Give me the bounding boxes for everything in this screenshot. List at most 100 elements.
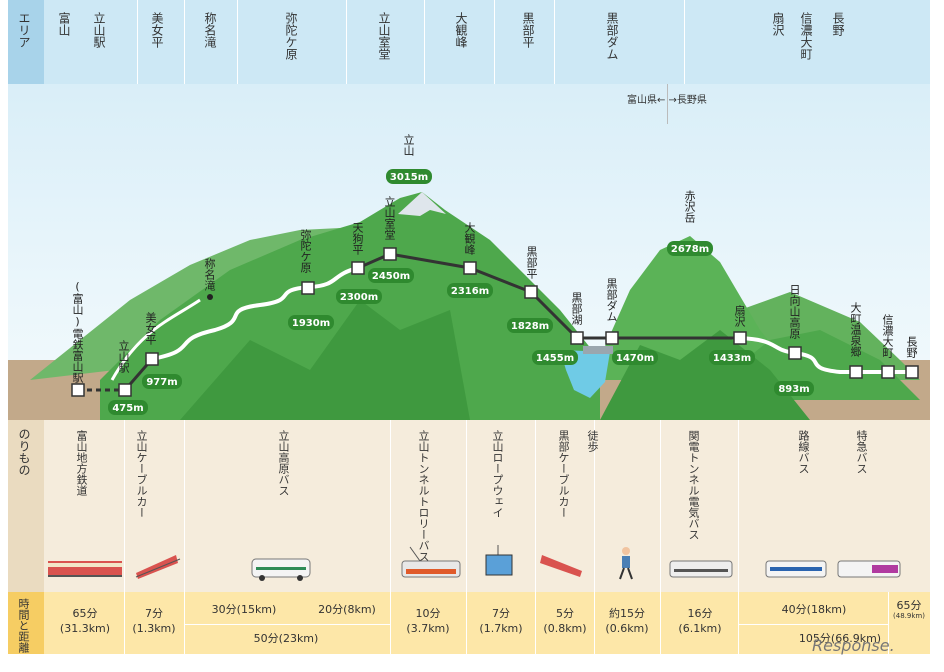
station-bijodaira-marker xyxy=(145,352,159,366)
elev-murodo: 2450m xyxy=(372,271,410,282)
elev-daikanbo: 2316m xyxy=(451,286,489,297)
area-murodo: 立山室堂 xyxy=(377,12,391,60)
express-bus-icon xyxy=(837,560,901,578)
vehicle-electric-bus: 関電トンネル電気バス xyxy=(687,430,700,540)
dist-kurobe-cable: (0.8km) xyxy=(543,622,587,635)
dist-ropeway: (1.7km) xyxy=(479,622,523,635)
spot-ogizawa: 扇沢 xyxy=(733,305,746,327)
area-kurobe-dam: 黒部ダム xyxy=(605,12,619,60)
vehicle-kurobe-cable: 黒部ケーブルカー xyxy=(557,430,570,518)
badge-tateyama-peak: 3015m xyxy=(386,169,432,184)
spot-toyama-station: (富山)電鉄富山駅 xyxy=(71,280,84,383)
elev-tateyama-peak: 3015m xyxy=(390,172,428,183)
station-murodo-marker xyxy=(383,247,397,261)
time-walk: 約15分 xyxy=(609,607,645,620)
vehicle-icons xyxy=(48,545,901,581)
elev-kurobedam: 1470m xyxy=(616,353,654,364)
area-label-cell: エリア xyxy=(8,0,44,84)
elev-bijodaira: 977m xyxy=(146,377,177,388)
station-kurobeko-marker xyxy=(570,331,584,345)
vehicle-ropeway: 立山ロープウェイ xyxy=(491,430,504,518)
area-shomyo-falls: 称名滝 xyxy=(203,12,217,48)
area-nagano: 長野 xyxy=(831,12,845,36)
station-toyama-marker xyxy=(71,383,85,397)
tateyama-mountain xyxy=(100,192,600,420)
elev-hinatayama: 893m xyxy=(778,384,809,395)
badge-tateyama-station: 475m xyxy=(108,400,148,415)
spot-tengudaira: 天狗平 xyxy=(351,222,364,255)
peak-akazawadake: 赤沢岳 xyxy=(683,190,696,223)
station-daikanbo-marker xyxy=(463,261,477,275)
station-tengudaira-marker xyxy=(351,261,365,275)
time-cable: 7分 xyxy=(145,607,163,620)
dist-electric-bus: (6.1km) xyxy=(678,622,722,635)
area-tateyama-station: 立山駅 xyxy=(92,12,106,48)
vehicle-toyama-railway: 富山地方鉄道 xyxy=(75,430,88,496)
trolleybus-icon xyxy=(401,546,461,578)
prefecture-border-line xyxy=(667,84,668,124)
spot-kurobeko: 黒部湖 xyxy=(570,292,583,325)
station-ogizawa-marker xyxy=(733,331,747,345)
prefecture-border-label: 富山県← →長野県 xyxy=(627,95,707,106)
cable-car-icon xyxy=(135,555,181,579)
badge-murodo: 2450m xyxy=(368,268,414,283)
route-bus-zigzag xyxy=(151,266,359,361)
badge-ogizawa: 1433m xyxy=(709,350,755,365)
badge-bijodaira: 977m xyxy=(142,374,182,389)
badge-kurobedaira: 1828m xyxy=(507,318,553,333)
spot-shinano-omachi: 信濃大町 xyxy=(881,314,894,358)
bus-icon-kogen xyxy=(251,558,311,581)
spot-nagano: 長野 xyxy=(905,336,918,358)
time-bus-part1: 30分(15km) xyxy=(211,603,277,616)
time-express-bus: 65分 xyxy=(896,599,922,612)
time-zone xyxy=(8,592,930,654)
kurobe-dam-wall xyxy=(583,346,613,354)
station-shinano-omachi-marker xyxy=(881,365,895,379)
spot-tateyama-station: 立山駅 xyxy=(117,340,130,373)
badge-akazawadake: 2678m xyxy=(667,241,713,256)
time-divider-bus xyxy=(184,624,390,625)
spot-kurobedaira: 黒部平 xyxy=(525,246,538,279)
station-midagahara-marker xyxy=(301,281,315,295)
spot-daikanbo: 大観峰 xyxy=(463,222,476,255)
elev-midagahara: 1930m xyxy=(292,318,330,329)
station-tateyama-marker xyxy=(118,383,132,397)
spot-murodo: 立山室堂 xyxy=(383,196,396,240)
elev-kurobeko: 1455m xyxy=(536,353,574,364)
dist-trolley: (3.7km) xyxy=(406,622,450,635)
ropeway-icon xyxy=(485,545,513,576)
foreground-mountain-1 xyxy=(180,300,470,420)
spot-kurobedam: 黒部ダム xyxy=(605,278,618,322)
area-kurobedaira: 黒部平 xyxy=(521,12,535,48)
dist-cable: (1.3km) xyxy=(132,622,176,635)
badge-kurobedam: 1470m xyxy=(612,350,658,365)
station-nagano-marker xyxy=(905,365,919,379)
badge-hinatayama: 893m xyxy=(774,381,814,396)
time-trolley: 10分 xyxy=(415,607,441,620)
area-midagahara: 弥陀ケ原 xyxy=(284,12,298,60)
station-kurobedam-marker xyxy=(605,331,619,345)
time-bus-total: 50分(23km) xyxy=(253,632,319,645)
time-label-cell: 時間と距離 xyxy=(8,592,44,654)
elev-ogizawa: 1433m xyxy=(713,353,751,364)
tateyama-snowcap xyxy=(398,192,446,216)
time-kurobe-cable: 5分 xyxy=(556,607,574,620)
badge-kurobeko: 1455m xyxy=(532,350,578,365)
watermark: Response. xyxy=(812,636,895,655)
vehicles-label: のりもの xyxy=(17,428,31,476)
elev-tengudaira: 2300m xyxy=(340,292,378,303)
area-daikanbo: 大観峰 xyxy=(454,12,468,48)
vehicles-label-cell: のりもの xyxy=(8,420,44,592)
time-route-bus: 40分(18km) xyxy=(781,603,847,616)
akazawadake-mountain xyxy=(590,236,800,380)
route-bus-icon xyxy=(765,560,827,578)
badge-midagahara: 1930m xyxy=(288,315,334,330)
walker-icon xyxy=(619,547,633,580)
area-bijodaira: 美女平 xyxy=(150,12,164,48)
time-label: 時間と距離 xyxy=(17,598,30,653)
trail-white xyxy=(110,298,201,381)
area-header xyxy=(8,0,930,84)
vehicle-route-bus: 路線バス xyxy=(797,430,810,474)
spot-midagahara: 弥陀ケ原 xyxy=(299,229,312,273)
